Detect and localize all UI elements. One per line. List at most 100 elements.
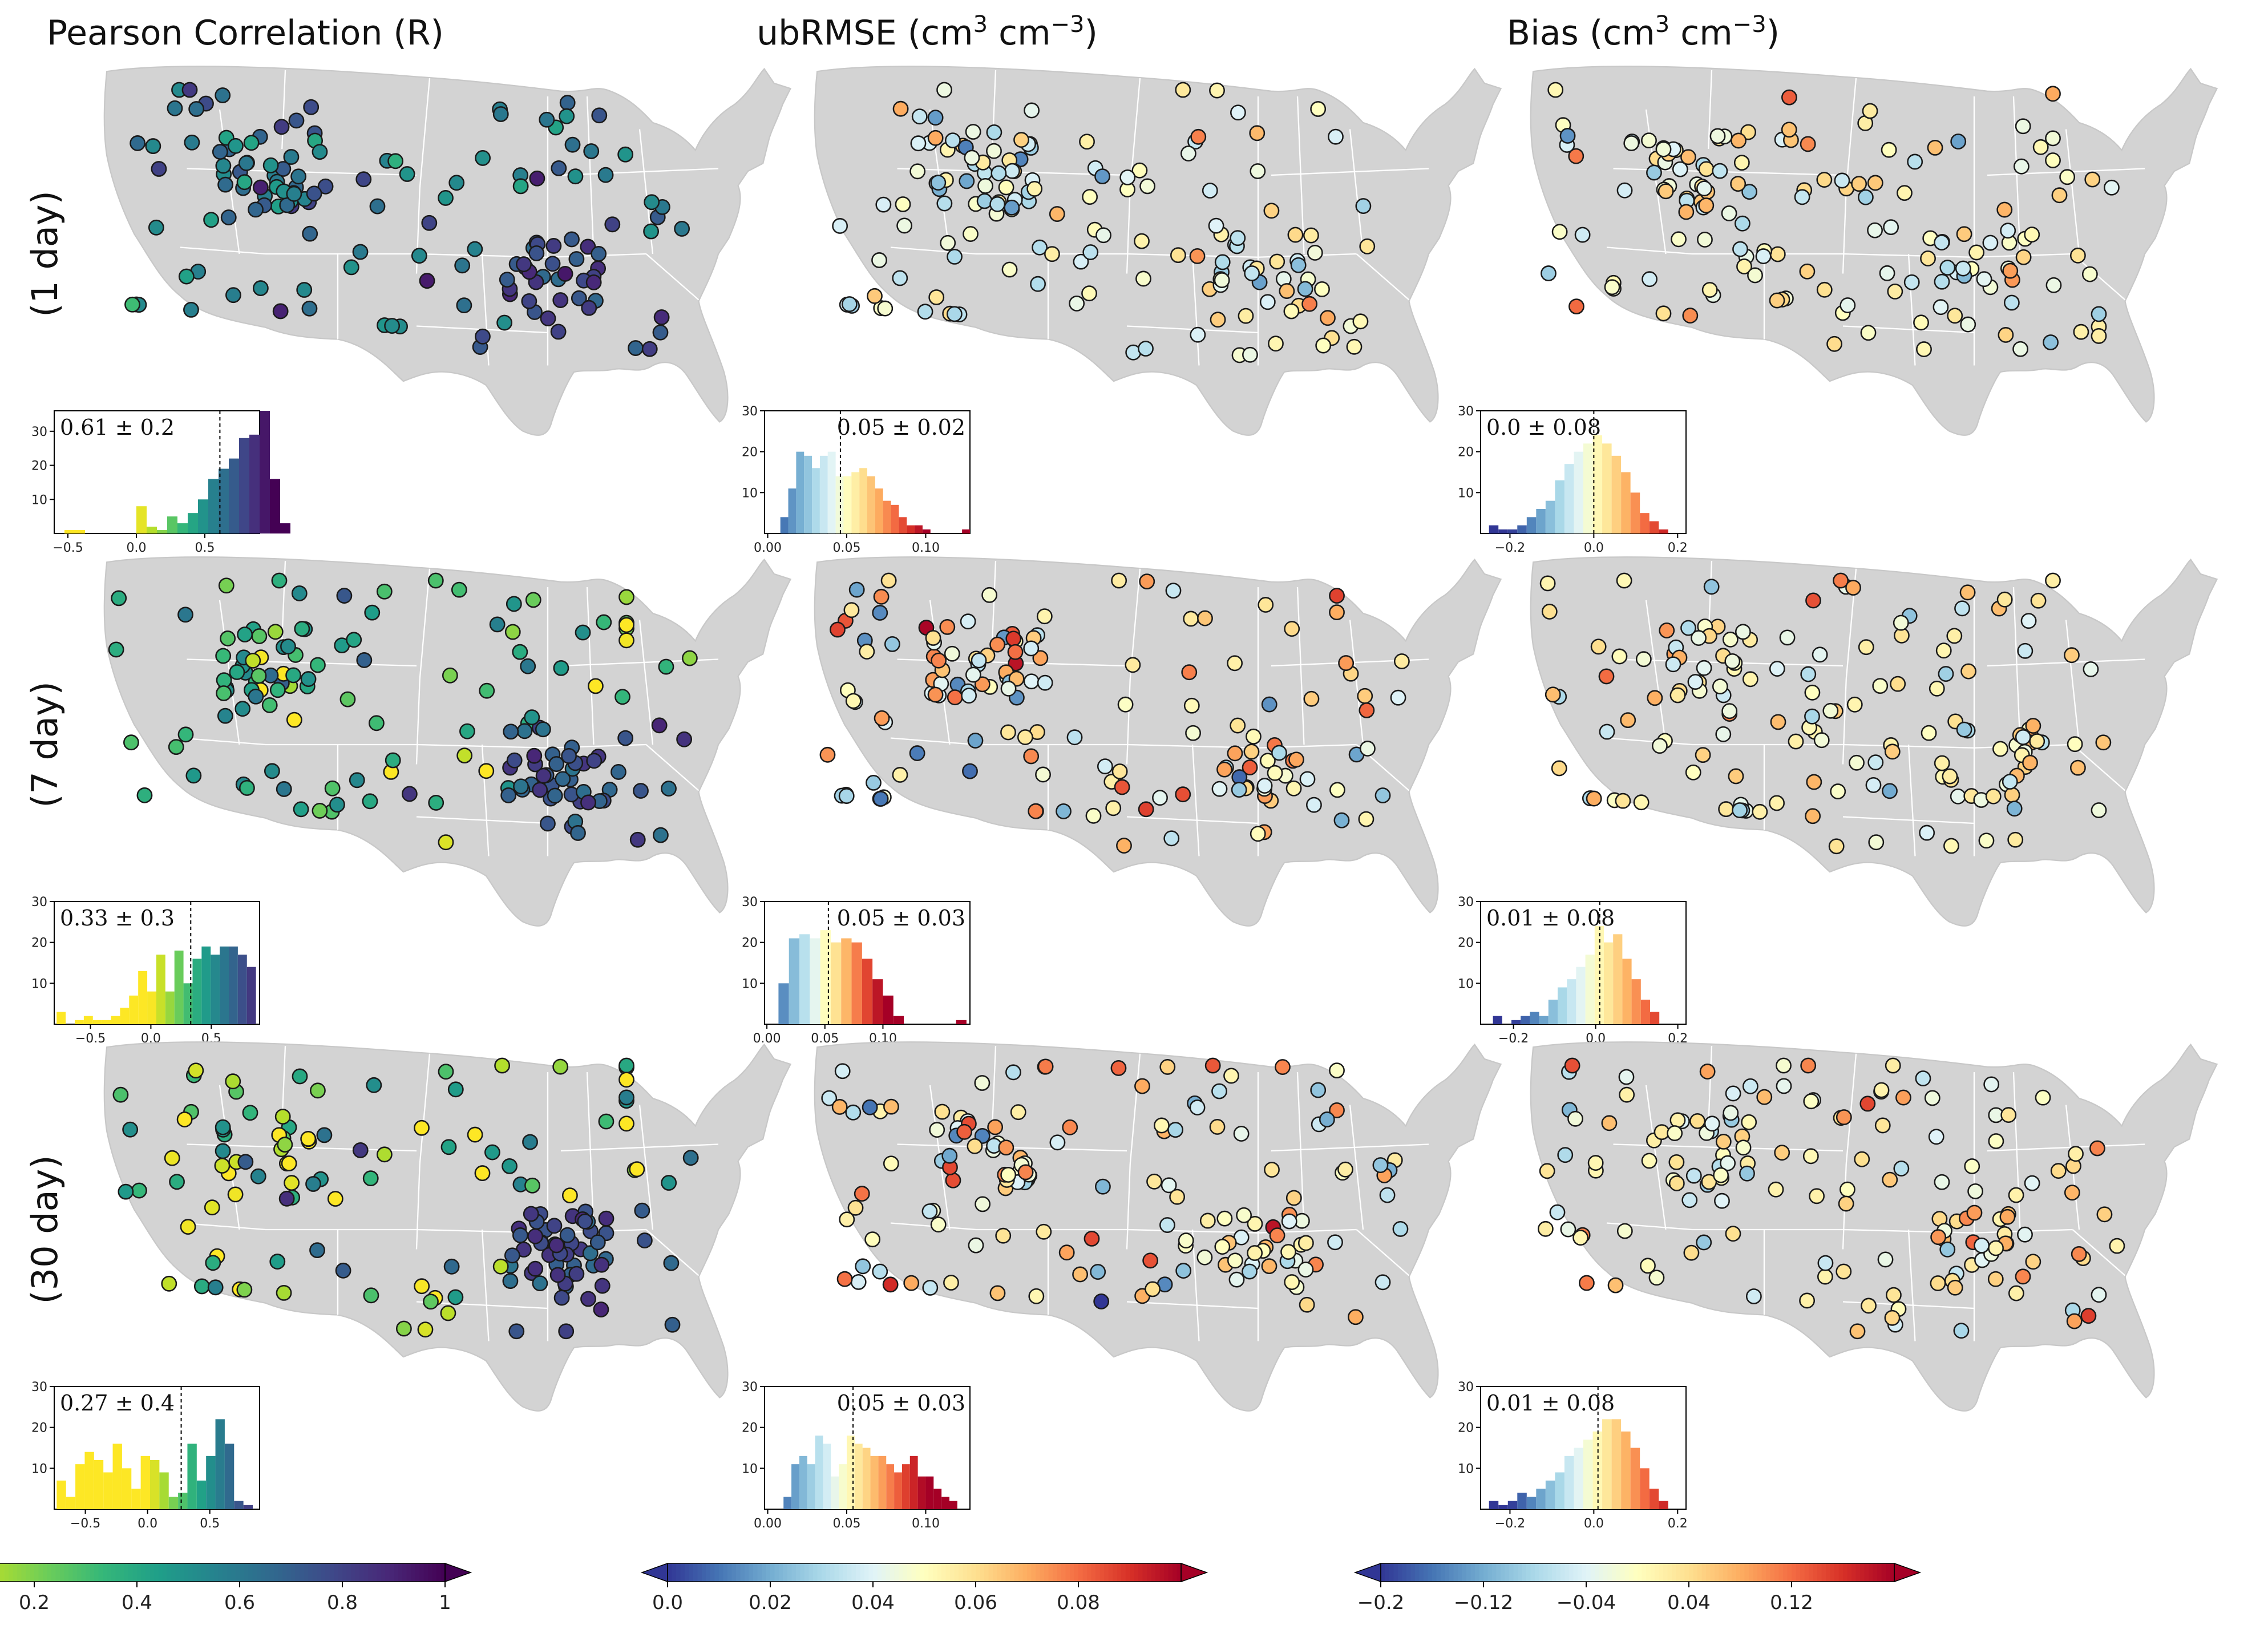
colorbar-segment <box>1667 1563 1672 1582</box>
station-marker <box>832 218 848 234</box>
colorbar-segment <box>1005 1563 1010 1582</box>
colorbar-segment <box>1855 1563 1861 1582</box>
colorbar-segment <box>1177 1563 1182 1582</box>
histogram-bar <box>1526 517 1537 533</box>
station-marker <box>896 217 913 234</box>
state-border <box>481 744 490 856</box>
state-border <box>2065 129 2080 254</box>
station-marker <box>1230 104 1246 121</box>
colorbar-segment <box>1787 1563 1792 1582</box>
histogram-bar <box>1650 1012 1660 1024</box>
station-marker <box>854 1186 870 1202</box>
station-marker <box>1927 139 1943 156</box>
station-marker <box>892 100 909 117</box>
x-tick-label: 0.0 <box>138 1517 157 1531</box>
station-marker <box>1930 1275 1946 1291</box>
station-marker <box>271 572 288 589</box>
y-tick-label: 20 <box>31 936 47 951</box>
station-marker <box>237 1154 254 1170</box>
station-marker <box>1769 661 1785 677</box>
station-marker <box>2032 139 2049 155</box>
colorbar-segment <box>907 1563 912 1582</box>
station-marker <box>1893 615 1909 631</box>
station-marker <box>364 604 381 621</box>
colorbar-segment <box>128 1563 134 1582</box>
station-marker <box>1199 1212 1216 1229</box>
state-border <box>2012 1072 2021 1230</box>
station-marker <box>1539 575 1556 592</box>
station-marker <box>1861 1297 1877 1314</box>
station-marker <box>2083 661 2099 677</box>
station-marker <box>1933 299 1949 316</box>
station-marker <box>1950 788 1966 805</box>
station-marker <box>1607 1277 1624 1293</box>
station-marker <box>598 1210 614 1227</box>
station-marker <box>292 1068 308 1085</box>
station-marker <box>1836 1109 1852 1125</box>
station-marker <box>1882 1171 1898 1188</box>
station-marker <box>516 723 533 739</box>
station-marker <box>1648 1270 1665 1286</box>
station-marker <box>594 1278 611 1294</box>
station-marker <box>1306 797 1322 813</box>
station-marker <box>1142 1252 1159 1269</box>
colorbar-segment <box>1655 1563 1660 1582</box>
station-marker <box>1271 745 1287 761</box>
station-marker <box>1701 282 1718 298</box>
station-marker <box>1954 600 1970 617</box>
colorbar-segment <box>886 1563 891 1582</box>
station-marker <box>1956 226 1972 242</box>
state-border <box>1907 1229 1916 1341</box>
colorbar-segment <box>1689 1563 1694 1582</box>
colorbar-segment <box>685 1563 690 1582</box>
station-marker <box>1616 572 1632 589</box>
station-marker <box>1134 233 1150 249</box>
station-marker <box>335 1262 351 1279</box>
map-panel <box>814 556 1502 927</box>
station-marker <box>1180 145 1196 161</box>
station-marker <box>593 1301 609 1317</box>
station-marker <box>551 160 567 176</box>
histogram-bar <box>1583 443 1593 533</box>
station-marker <box>1721 703 1738 719</box>
colorbar-segment <box>1564 1563 1570 1582</box>
station-marker <box>1950 134 1967 149</box>
station-marker <box>882 1276 899 1293</box>
station-marker <box>1209 82 1225 99</box>
station-marker <box>1647 690 1663 706</box>
state-border <box>1606 246 1692 255</box>
colorbar-tick-label: 0.02 <box>749 1591 792 1614</box>
station-marker <box>1734 215 1750 232</box>
station-marker <box>1230 717 1246 734</box>
station-marker <box>1712 678 1728 694</box>
histogram-bar <box>1602 443 1612 533</box>
histogram-bar <box>831 1476 839 1509</box>
station-marker <box>151 161 167 177</box>
x-tick-label: −0.2 <box>1498 1032 1529 1046</box>
station-marker <box>1680 620 1696 636</box>
histogram-bar <box>922 529 931 533</box>
station-marker <box>1651 738 1668 754</box>
station-marker <box>1996 591 2013 608</box>
station-marker <box>1134 1078 1150 1094</box>
station-marker <box>962 763 978 779</box>
state-border <box>2072 1229 2126 1276</box>
station-marker <box>571 290 587 306</box>
colorbar-segment <box>1809 1563 1814 1582</box>
histogram-bar <box>851 942 862 1024</box>
station-marker <box>1028 1288 1045 1304</box>
station-marker <box>123 734 139 751</box>
station-marker <box>1845 580 1861 596</box>
station-marker <box>401 786 418 802</box>
colorbar-segment <box>1535 1563 1540 1582</box>
station-marker <box>352 244 369 260</box>
colorbar-segment <box>727 1563 733 1582</box>
station-marker <box>1244 265 1260 281</box>
colorbar-segment <box>180 1563 185 1582</box>
station-marker <box>991 165 1007 181</box>
station-marker <box>399 166 415 182</box>
histogram-bar <box>1630 492 1640 533</box>
histogram-bar <box>219 468 229 533</box>
histogram-bar <box>1611 455 1622 533</box>
